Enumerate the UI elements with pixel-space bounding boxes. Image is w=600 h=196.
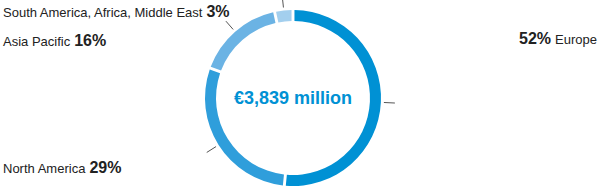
- value-label: 52%: [519, 30, 551, 47]
- slice: [211, 12, 276, 70]
- chart-container: €3,839 million 52% Europe North America29% A…: [0, 0, 600, 196]
- category-label: South America, Africa, Middle East: [3, 5, 203, 20]
- slice-label: South America, Africa, Middle East3%: [3, 3, 230, 20]
- leader-line: [384, 102, 395, 104]
- leader-line: [282, 0, 283, 8]
- slice-label: North America29%: [3, 159, 121, 176]
- slices: [205, 10, 381, 186]
- value-label: 29%: [89, 159, 121, 176]
- category-label: North America: [3, 161, 86, 176]
- category-label: Europe: [555, 32, 597, 47]
- slice: [205, 70, 284, 186]
- value-label: 3%: [206, 3, 229, 20]
- leader-line: [226, 21, 233, 29]
- chart-svg: €3,839 million 52% Europe North America29% A…: [0, 0, 600, 196]
- slice: [276, 10, 291, 22]
- center-total: €3,839 million: [234, 88, 352, 108]
- leader-line: [207, 147, 216, 153]
- slice-label: Asia Pacific16%: [3, 32, 106, 49]
- value-label: 16%: [74, 32, 106, 49]
- category-label: Asia Pacific: [3, 34, 71, 49]
- slice-label: 52% Europe: [519, 30, 597, 47]
